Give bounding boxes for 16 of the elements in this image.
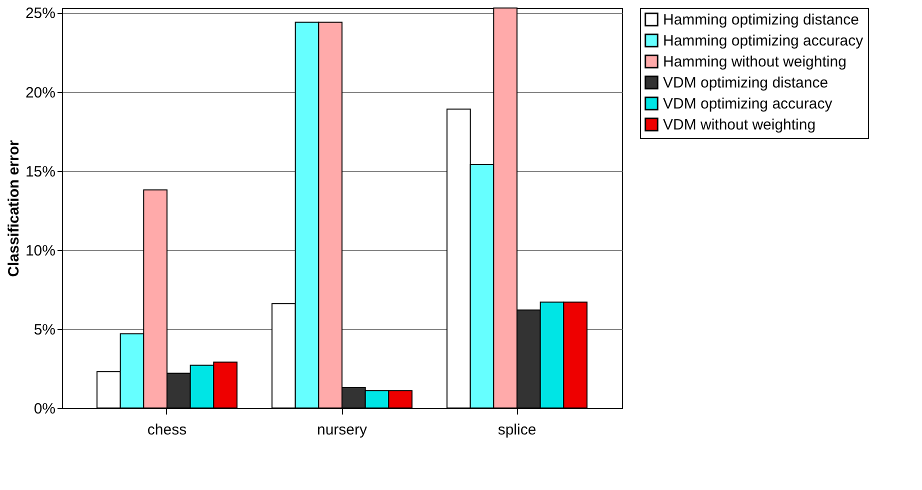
y-tick-label: 25% xyxy=(25,5,56,22)
y-axis-title: Classification error xyxy=(5,140,22,277)
y-tick-label: 5% xyxy=(34,321,56,338)
x-tick-label: nursery xyxy=(316,422,368,438)
legend-label: VDM without weighting xyxy=(663,116,816,134)
legend-label: VDM optimizing distance xyxy=(663,74,828,92)
legend-label: Hamming optimizing accuracy xyxy=(663,32,864,50)
legend-label: Hamming without weighting xyxy=(663,54,846,70)
y-tick-label: 20% xyxy=(25,84,56,102)
y-tick-label: 10% xyxy=(25,242,56,260)
x-tick-label: splice xyxy=(498,422,536,438)
legend-label: VDM optimizing accuracy xyxy=(663,96,833,112)
legend-label: Hamming optimizing distance xyxy=(663,12,859,28)
y-tick-label: 15% xyxy=(25,163,56,180)
x-tick-label: chess xyxy=(147,422,187,438)
y-tick-label: 0% xyxy=(34,400,56,418)
